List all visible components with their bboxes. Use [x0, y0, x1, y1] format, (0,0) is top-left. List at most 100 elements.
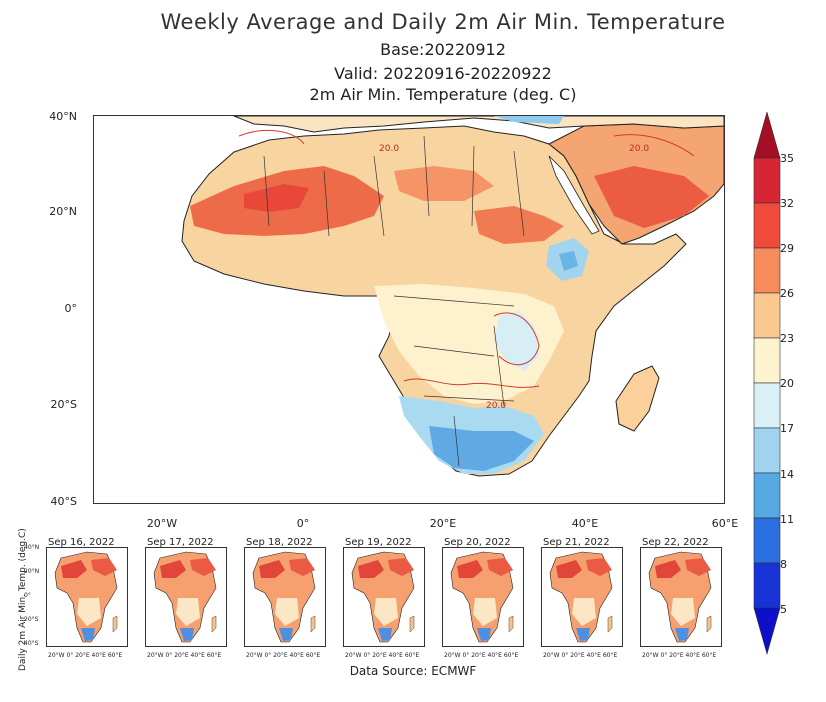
contour-label: 20.0	[379, 144, 399, 154]
daily-panels-ylabel: Daily 2m Air Min. Temp. (deg.C)	[18, 528, 28, 671]
lat-label: 20°N	[49, 205, 77, 218]
small-lon-ticks: 20°W 0° 20°E 40°E 60°E	[642, 652, 717, 659]
daily-panel-map	[541, 547, 623, 647]
contour-line	[493, 312, 540, 366]
daily-panel: Sep 20, 2022 20°W 0° 20°E 40°E 60°E	[442, 537, 524, 659]
mini-africa-map	[648, 551, 712, 643]
mini-africa-map	[54, 551, 118, 643]
small-lon-ticks: 20°W 0° 20°E 40°E 60°E	[246, 652, 321, 659]
daily-panel-date: Sep 20, 2022	[444, 537, 511, 548]
colorbar	[753, 112, 781, 656]
ethiopia-cold-core	[559, 251, 578, 271]
colorbar-swatch	[753, 292, 781, 339]
variable-label: 2m Air Min. Temperature (deg. C)	[309, 85, 577, 104]
madagascar	[615, 365, 660, 432]
small-lon-ticks: 20°W 0° 20°E 40°E 60°E	[444, 652, 519, 659]
contour-line	[238, 130, 305, 145]
colorbar-bottom-arrow	[753, 607, 781, 656]
colorbar-label: 20	[780, 377, 794, 390]
small-lon-ticks: 20°W 0° 20°E 40°E 60°E	[543, 652, 618, 659]
egypt-hot-zone	[394, 166, 494, 201]
mini-africa-map	[351, 551, 415, 643]
lat-label: 40°N	[49, 110, 77, 123]
colorbar-swatch	[753, 247, 781, 294]
daily-panel-map	[343, 547, 425, 647]
colorbar-swatch	[753, 202, 781, 249]
contour-label: 20.0	[629, 144, 649, 154]
europe-landmass	[233, 116, 724, 133]
daily-panel-date: Sep 17, 2022	[147, 537, 214, 548]
lat-label: 0°	[64, 302, 78, 315]
europe-cold-region	[494, 116, 564, 124]
colorbar-swatch	[753, 382, 781, 429]
daily-panel: Sep 17, 2022 20°W 0° 20°E 40°E 60°E	[145, 537, 227, 659]
lon-label: 0°	[296, 517, 310, 530]
lon-label: 40°E	[571, 517, 599, 530]
mini-africa-map	[549, 551, 613, 643]
small-lat-tick: 20°S	[24, 616, 39, 623]
base-date: Base:20220912	[380, 40, 506, 59]
main-map: 20.0 20.0 20.0	[93, 115, 725, 504]
great-lakes-cool-zone	[494, 311, 539, 371]
arabia-hot-zone	[594, 166, 709, 228]
country-borders	[263, 135, 525, 467]
sahara-core	[244, 184, 309, 212]
colorbar-label: 8	[780, 558, 787, 571]
daily-panel: Sep 19, 2022 20°W 0° 20°E 40°E 60°E	[343, 537, 425, 659]
colorbar-swatch	[753, 427, 781, 474]
colorbar-label: 26	[780, 287, 794, 300]
colorbar-swatch	[753, 337, 781, 384]
colorbar-label: 29	[780, 242, 794, 255]
small-lat-tick: 20°N	[24, 568, 40, 575]
valid-range: Valid: 20220916-20220922	[334, 64, 552, 83]
small-lat-tick: 0°	[24, 592, 31, 599]
colorbar-label: 17	[780, 422, 794, 435]
small-lat-tick: 40°S	[24, 640, 39, 647]
colorbar-label: 35	[780, 152, 794, 165]
lon-label: 60°E	[711, 517, 739, 530]
daily-panel-date: Sep 19, 2022	[345, 537, 412, 548]
colorbar-swatch	[753, 517, 781, 564]
daily-panel: Sep 18, 2022 20°W 0° 20°E 40°E 60°E	[244, 537, 326, 659]
mini-africa-map	[450, 551, 514, 643]
lat-label: 40°S	[50, 495, 77, 508]
daily-panel-date: Sep 16, 2022	[48, 537, 115, 548]
daily-panel-map	[145, 547, 227, 647]
colorbar-swatch	[753, 472, 781, 519]
contour-line	[403, 378, 540, 388]
lon-label: 20°E	[429, 517, 457, 530]
colorbar-label: 23	[780, 332, 794, 345]
colorbar-swatch	[753, 157, 781, 204]
contour-line	[613, 134, 695, 157]
red-sea	[548, 155, 600, 235]
small-lon-ticks: 20°W 0° 20°E 40°E 60°E	[48, 652, 123, 659]
map-title: Weekly Average and Daily 2m Air Min. Tem…	[160, 10, 726, 34]
data-source: Data Source: ECMWF	[349, 664, 477, 678]
daily-panel-date: Sep 22, 2022	[642, 537, 709, 548]
colorbar-label: 32	[780, 197, 794, 210]
daily-panel-map	[442, 547, 524, 647]
daily-panel-map	[640, 547, 722, 647]
daily-panel-map	[244, 547, 326, 647]
daily-panel-date: Sep 18, 2022	[246, 537, 313, 548]
small-lat-tick: 40°N	[24, 544, 40, 551]
colorbar-label: 14	[780, 468, 794, 481]
colorbar-label: 5	[780, 603, 787, 616]
colorbar-top-arrow	[753, 112, 781, 159]
colorbar-label: 11	[780, 513, 794, 526]
daily-panel-date: Sep 21, 2022	[543, 537, 610, 548]
daily-panel: Sep 21, 2022 20°W 0° 20°E 40°E 60°E	[541, 537, 623, 659]
sudan-hot-zone	[474, 206, 564, 244]
daily-panel-map	[46, 547, 128, 647]
africa-temperature-map: 20.0 20.0 20.0	[181, 116, 724, 477]
lon-label: 20°W	[146, 517, 178, 530]
south-africa-cold	[429, 426, 534, 471]
lat-label: 20°S	[50, 398, 77, 411]
daily-panel: Sep 22, 2022 20°W 0° 20°E 40°E 60°E	[640, 537, 722, 659]
mini-africa-map	[153, 551, 217, 643]
colorbar-swatch	[753, 562, 781, 609]
mini-africa-map	[252, 551, 316, 643]
small-lon-ticks: 20°W 0° 20°E 40°E 60°E	[345, 652, 420, 659]
daily-panel: Sep 16, 2022 20°W 0° 20°E 40°E 60°E	[46, 537, 128, 659]
contour-label: 20.0	[486, 401, 506, 411]
